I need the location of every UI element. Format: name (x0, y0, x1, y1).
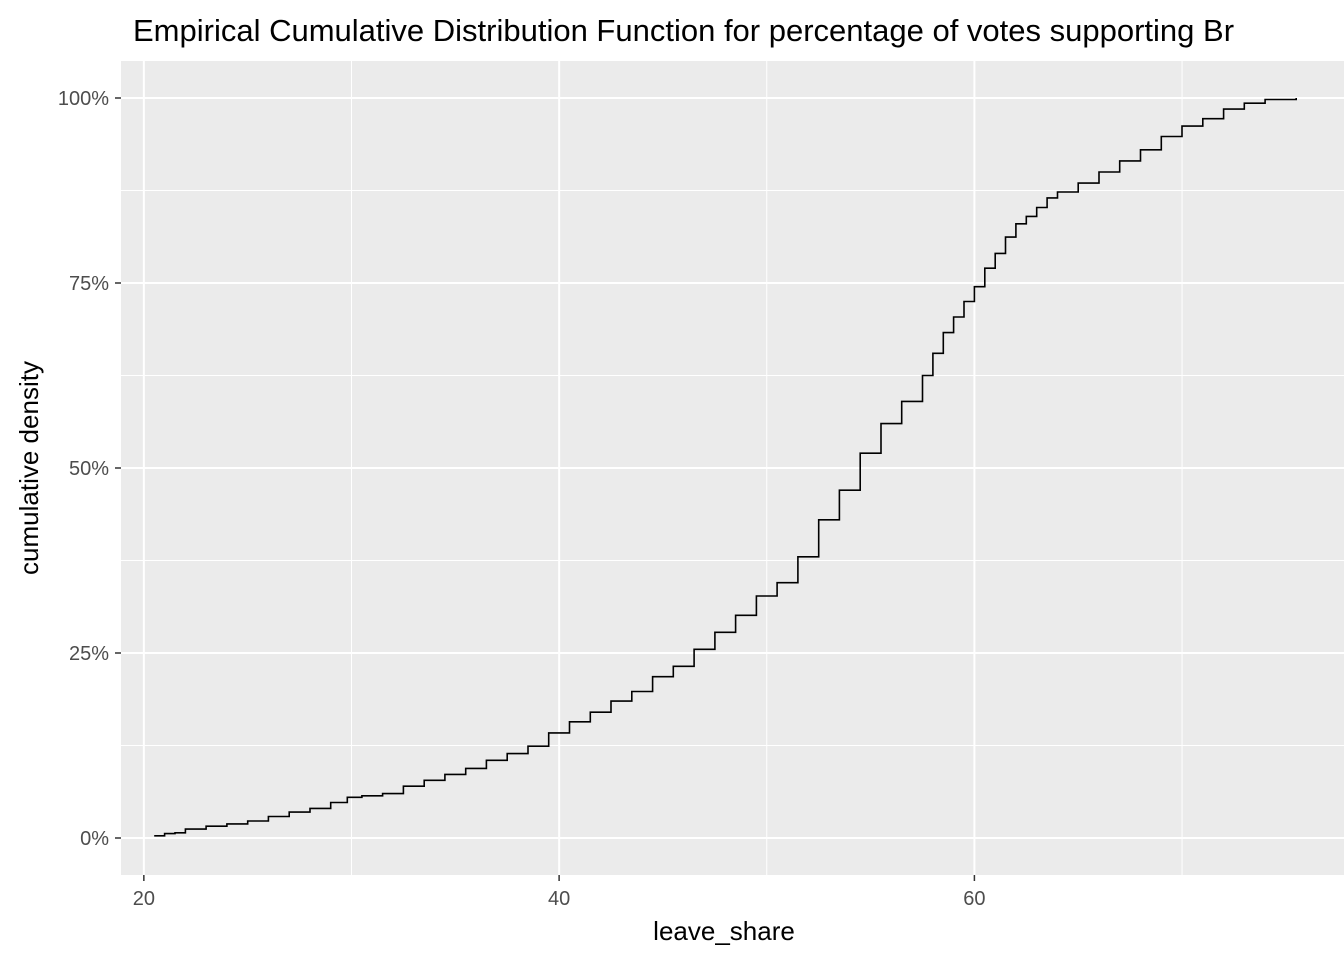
x-tick-label: 20 (133, 888, 155, 910)
major-grid (121, 61, 1344, 875)
x-tick-labels: 20 40 60 (133, 888, 986, 910)
chart-title: Empirical Cumulative Distribution Functi… (133, 13, 1234, 48)
y-tick-labels: 0% 25% 50% 75% 100% (58, 88, 109, 850)
y-tick-label: 100% (58, 88, 109, 110)
y-tick-label: 50% (69, 458, 109, 480)
y-tick-label: 75% (69, 273, 109, 295)
x-axis-title: leave_share (653, 916, 795, 946)
x-tick-label: 60 (963, 888, 985, 910)
y-tick-label: 25% (69, 643, 109, 665)
y-axis-title: cumulative density (14, 361, 44, 575)
y-tick-label: 0% (80, 828, 109, 850)
axis-ticks (115, 97, 976, 881)
x-tick-label: 40 (548, 888, 570, 910)
ecdf-step-line (154, 98, 1297, 837)
